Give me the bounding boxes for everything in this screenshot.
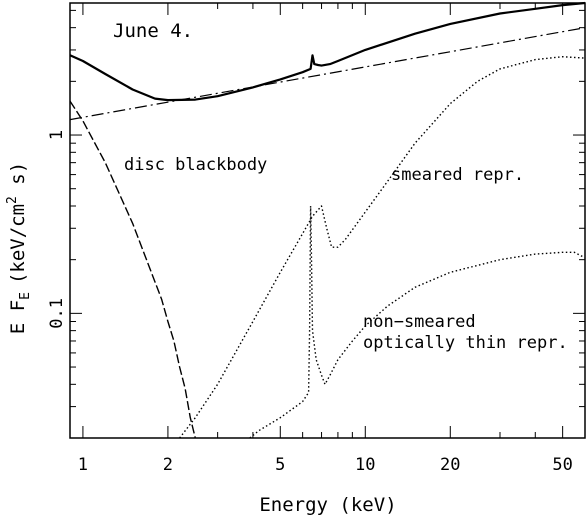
y-axis-label-unit: (keV/cm (7, 204, 29, 284)
chart-title: June 4. (113, 20, 193, 42)
y-axis-label-unit-end: s) (7, 162, 29, 196)
x-tick-label: 50 (552, 455, 572, 475)
y-axis-label-sub: E (18, 292, 33, 300)
x-tick-label: 1 (78, 455, 88, 475)
tick-labels: 1 2 5 10 20 50 0.1 1 (47, 130, 573, 475)
y-tick-label: 1 (47, 130, 67, 140)
x-tick-label: 5 (275, 455, 285, 475)
annotation-disc-blackbody: disc blackbody (124, 155, 267, 175)
series-total (69, 1, 586, 102)
series-disc_blackbody (69, 100, 196, 439)
y-axis-label: E FE (keV/cm2 s) (5, 162, 33, 334)
annotation-smeared-repr: smeared repr. (391, 165, 524, 185)
annotation-nonsmeared-line1: non−smeared (363, 312, 476, 332)
y-axis-label-main: E F (7, 300, 29, 334)
axis-ticks (69, 3, 586, 439)
annotation-nonsmeared-line2: optically thin repr. (363, 333, 568, 353)
y-tick-label: 0.1 (47, 298, 67, 329)
spectral-curves (69, 1, 586, 439)
series-powerlaw (69, 27, 586, 121)
x-tick-label: 20 (440, 455, 460, 475)
y-axis-label-sup: 2 (5, 196, 20, 204)
series-smeared_repr (179, 56, 586, 439)
x-axis-label: Energy (keV) (259, 494, 396, 516)
x-tick-label: 10 (355, 455, 375, 475)
x-tick-label: 2 (163, 455, 173, 475)
plot-frame (69, 2, 586, 439)
series-nonsmeared_repr (249, 205, 586, 439)
